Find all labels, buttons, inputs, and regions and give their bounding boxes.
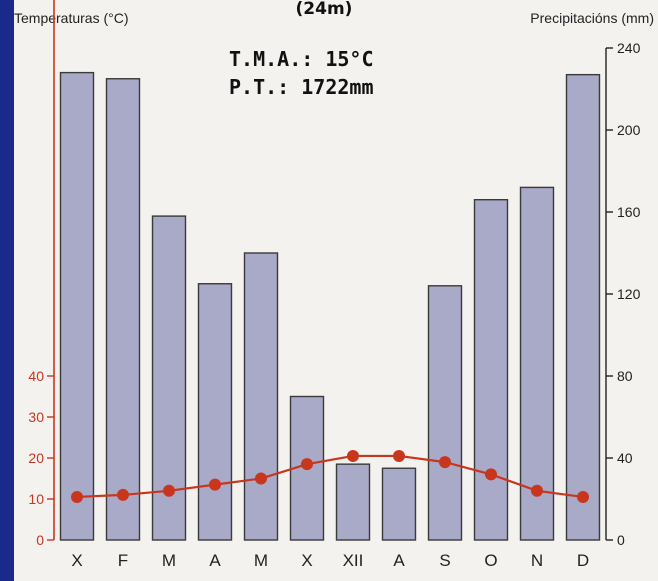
month-label: A xyxy=(209,551,221,570)
month-label: F xyxy=(118,551,128,570)
precipitation-tick-label: 0 xyxy=(617,532,625,548)
month-labels: X F M A M X XII A S O N D xyxy=(71,551,589,570)
temperature-tick-label: 0 xyxy=(36,532,44,548)
precipitation-bar xyxy=(105,78,141,541)
temperature-point xyxy=(485,468,497,481)
temperature-point xyxy=(577,490,589,503)
month-label: M xyxy=(254,551,268,570)
precipitation-bar xyxy=(243,252,279,541)
temperature-point xyxy=(71,490,83,503)
precipitation-tick-label: 200 xyxy=(617,122,641,138)
precipitation-bar xyxy=(381,467,417,541)
temperature-axis: 0 10 20 30 40 xyxy=(28,0,55,548)
month-label: X xyxy=(301,551,312,570)
month-label: S xyxy=(439,551,450,570)
precipitation-bar xyxy=(427,285,463,541)
precipitation-bar xyxy=(59,71,95,541)
climograph: (24m) Temperaturas (°C) Precipitacións (… xyxy=(14,0,654,570)
temperature-point xyxy=(209,478,221,491)
temperature-point xyxy=(393,449,405,462)
temperature-tick-label: 30 xyxy=(28,409,44,425)
temperature-tick-label: 40 xyxy=(28,368,44,384)
temperature-tick-label: 10 xyxy=(28,491,44,507)
month-label: O xyxy=(484,551,497,570)
temperature-point xyxy=(347,449,359,462)
precipitation-tick-label: 160 xyxy=(617,204,641,220)
temperature-point xyxy=(255,472,267,485)
month-label: X xyxy=(71,551,82,570)
temperature-tick-label: 20 xyxy=(28,450,44,466)
month-label: XII xyxy=(343,551,364,570)
annotation-total-precip: P.T.: 1722mm xyxy=(229,75,374,99)
temperature-point xyxy=(117,488,129,501)
precipitation-bar xyxy=(473,198,509,541)
temperature-axis-title: Temperaturas (°C) xyxy=(14,10,129,26)
temperature-point xyxy=(163,484,175,497)
precipitation-tick-label: 240 xyxy=(617,40,641,56)
month-label: M xyxy=(162,551,176,570)
precipitation-bar xyxy=(565,73,601,541)
precipitation-axis-title: Precipitacións (mm) xyxy=(530,10,654,26)
temperature-series-line xyxy=(76,454,584,499)
temperature-point xyxy=(531,484,543,497)
precipitation-bars xyxy=(59,71,601,541)
temperature-line xyxy=(71,449,589,503)
precipitation-axis: 0 40 80 120 160 200 240 xyxy=(605,40,641,548)
chart-title: (24m) xyxy=(296,0,353,19)
temperature-point xyxy=(301,458,313,471)
precipitation-bar xyxy=(335,463,371,541)
precipitation-tick-label: 80 xyxy=(617,368,633,384)
annotation-mean-temp: T.M.A.: 15°C xyxy=(229,47,374,71)
month-label: N xyxy=(531,551,543,570)
temperature-point xyxy=(439,456,451,469)
month-label: A xyxy=(393,551,405,570)
month-label: D xyxy=(577,551,589,570)
precipitation-bar xyxy=(519,186,555,541)
precipitation-tick-label: 40 xyxy=(617,450,633,466)
precipitation-bar xyxy=(197,283,233,541)
chart-frame: (24m) Temperaturas (°C) Precipitacións (… xyxy=(14,0,658,581)
precipitation-tick-label: 120 xyxy=(617,286,641,302)
